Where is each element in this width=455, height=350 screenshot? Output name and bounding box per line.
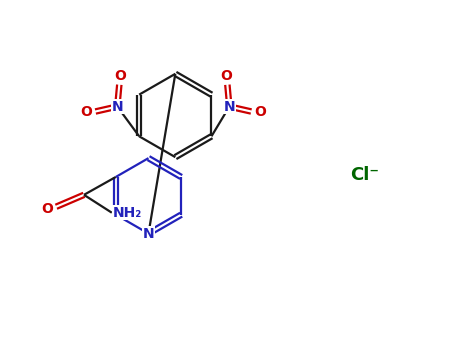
Text: O: O [41,202,53,216]
Text: O: O [114,69,126,83]
Text: N: N [223,99,235,113]
Text: N: N [111,99,123,113]
Text: O: O [220,69,233,83]
Text: N: N [143,226,154,240]
Text: O: O [81,105,92,119]
Text: Cl⁻: Cl⁻ [349,166,379,184]
Text: O: O [254,105,266,119]
Text: NH₂: NH₂ [113,206,142,220]
